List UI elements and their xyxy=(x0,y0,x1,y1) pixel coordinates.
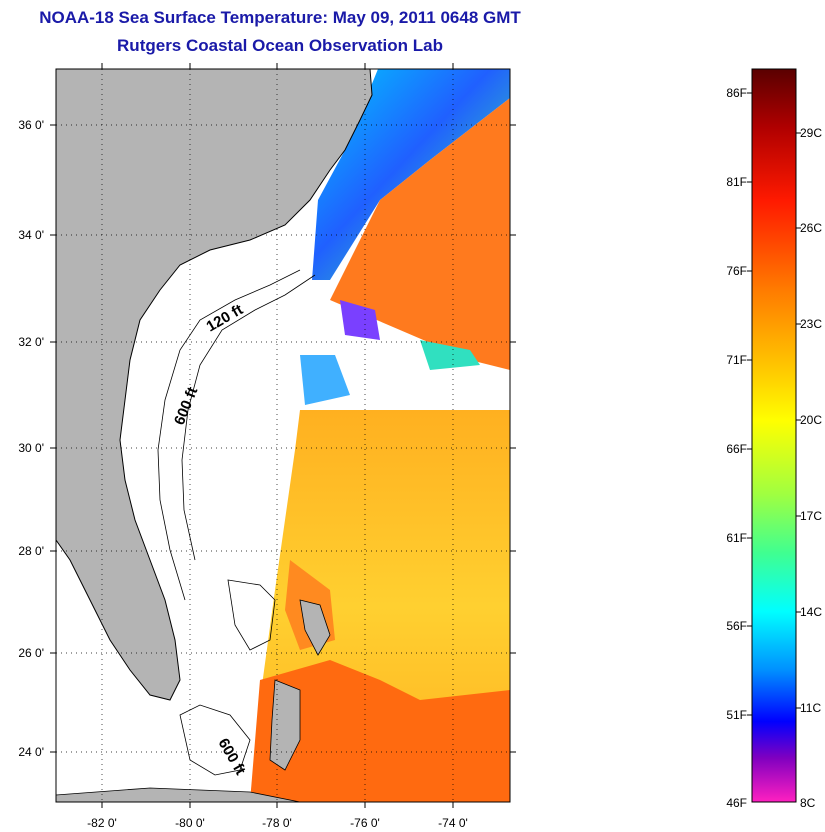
lat-label-28: 28 0' xyxy=(18,544,44,558)
colorbar-label-14c: 14C xyxy=(800,605,823,619)
colorbar-label-81f: 81F xyxy=(726,175,747,189)
land-mass xyxy=(56,69,373,701)
cool-water-region xyxy=(312,69,510,280)
map-frame xyxy=(55,68,511,803)
colorbar-label-11c: 11C xyxy=(800,701,822,715)
colorbar-label-51f: 51F xyxy=(726,708,747,722)
colorbar-label-17c: 17C xyxy=(800,509,823,523)
colorbar-label-71f: 71F xyxy=(726,353,747,367)
colorbar-label-20c: 20C xyxy=(800,413,823,427)
colorbar-label-8c: 8C xyxy=(800,796,816,810)
colorbar-label-61f: 61F xyxy=(726,531,747,545)
colorbar-label-66f: 66F xyxy=(726,442,747,456)
colorbar-label-23c: 23C xyxy=(800,317,823,331)
colorbar-label-46f: 46F xyxy=(726,796,747,810)
colorbar xyxy=(751,68,797,803)
lat-label-24: 24 0' xyxy=(18,745,44,759)
lat-label-26: 26 0' xyxy=(18,646,44,660)
lon-label-78: -78 0' xyxy=(262,816,292,830)
lon-label-82: -82 0' xyxy=(87,816,117,830)
map-subtitle: Rutgers Coastal Ocean Observation Lab xyxy=(117,36,443,55)
lon-label-76: -76 0' xyxy=(350,816,380,830)
colorbar-label-26c: 26C xyxy=(800,221,823,235)
lat-label-32: 32 0' xyxy=(18,335,44,349)
lat-label-36: 36 0' xyxy=(18,118,44,132)
colorbar-label-56f: 56F xyxy=(726,619,747,633)
lon-label-74: -74 0' xyxy=(438,816,468,830)
map-title: NOAA-18 Sea Surface Temperature: May 09,… xyxy=(39,8,521,27)
colorbar-label-76f: 76F xyxy=(726,264,747,278)
colorbar-label-29c: 29C xyxy=(800,126,823,140)
colorbar-label-86f: 86F xyxy=(726,86,747,100)
lat-label-30: 30 0' xyxy=(18,441,44,455)
lon-label-80: -80 0' xyxy=(175,816,205,830)
lat-label-34: 34 0' xyxy=(18,228,44,242)
